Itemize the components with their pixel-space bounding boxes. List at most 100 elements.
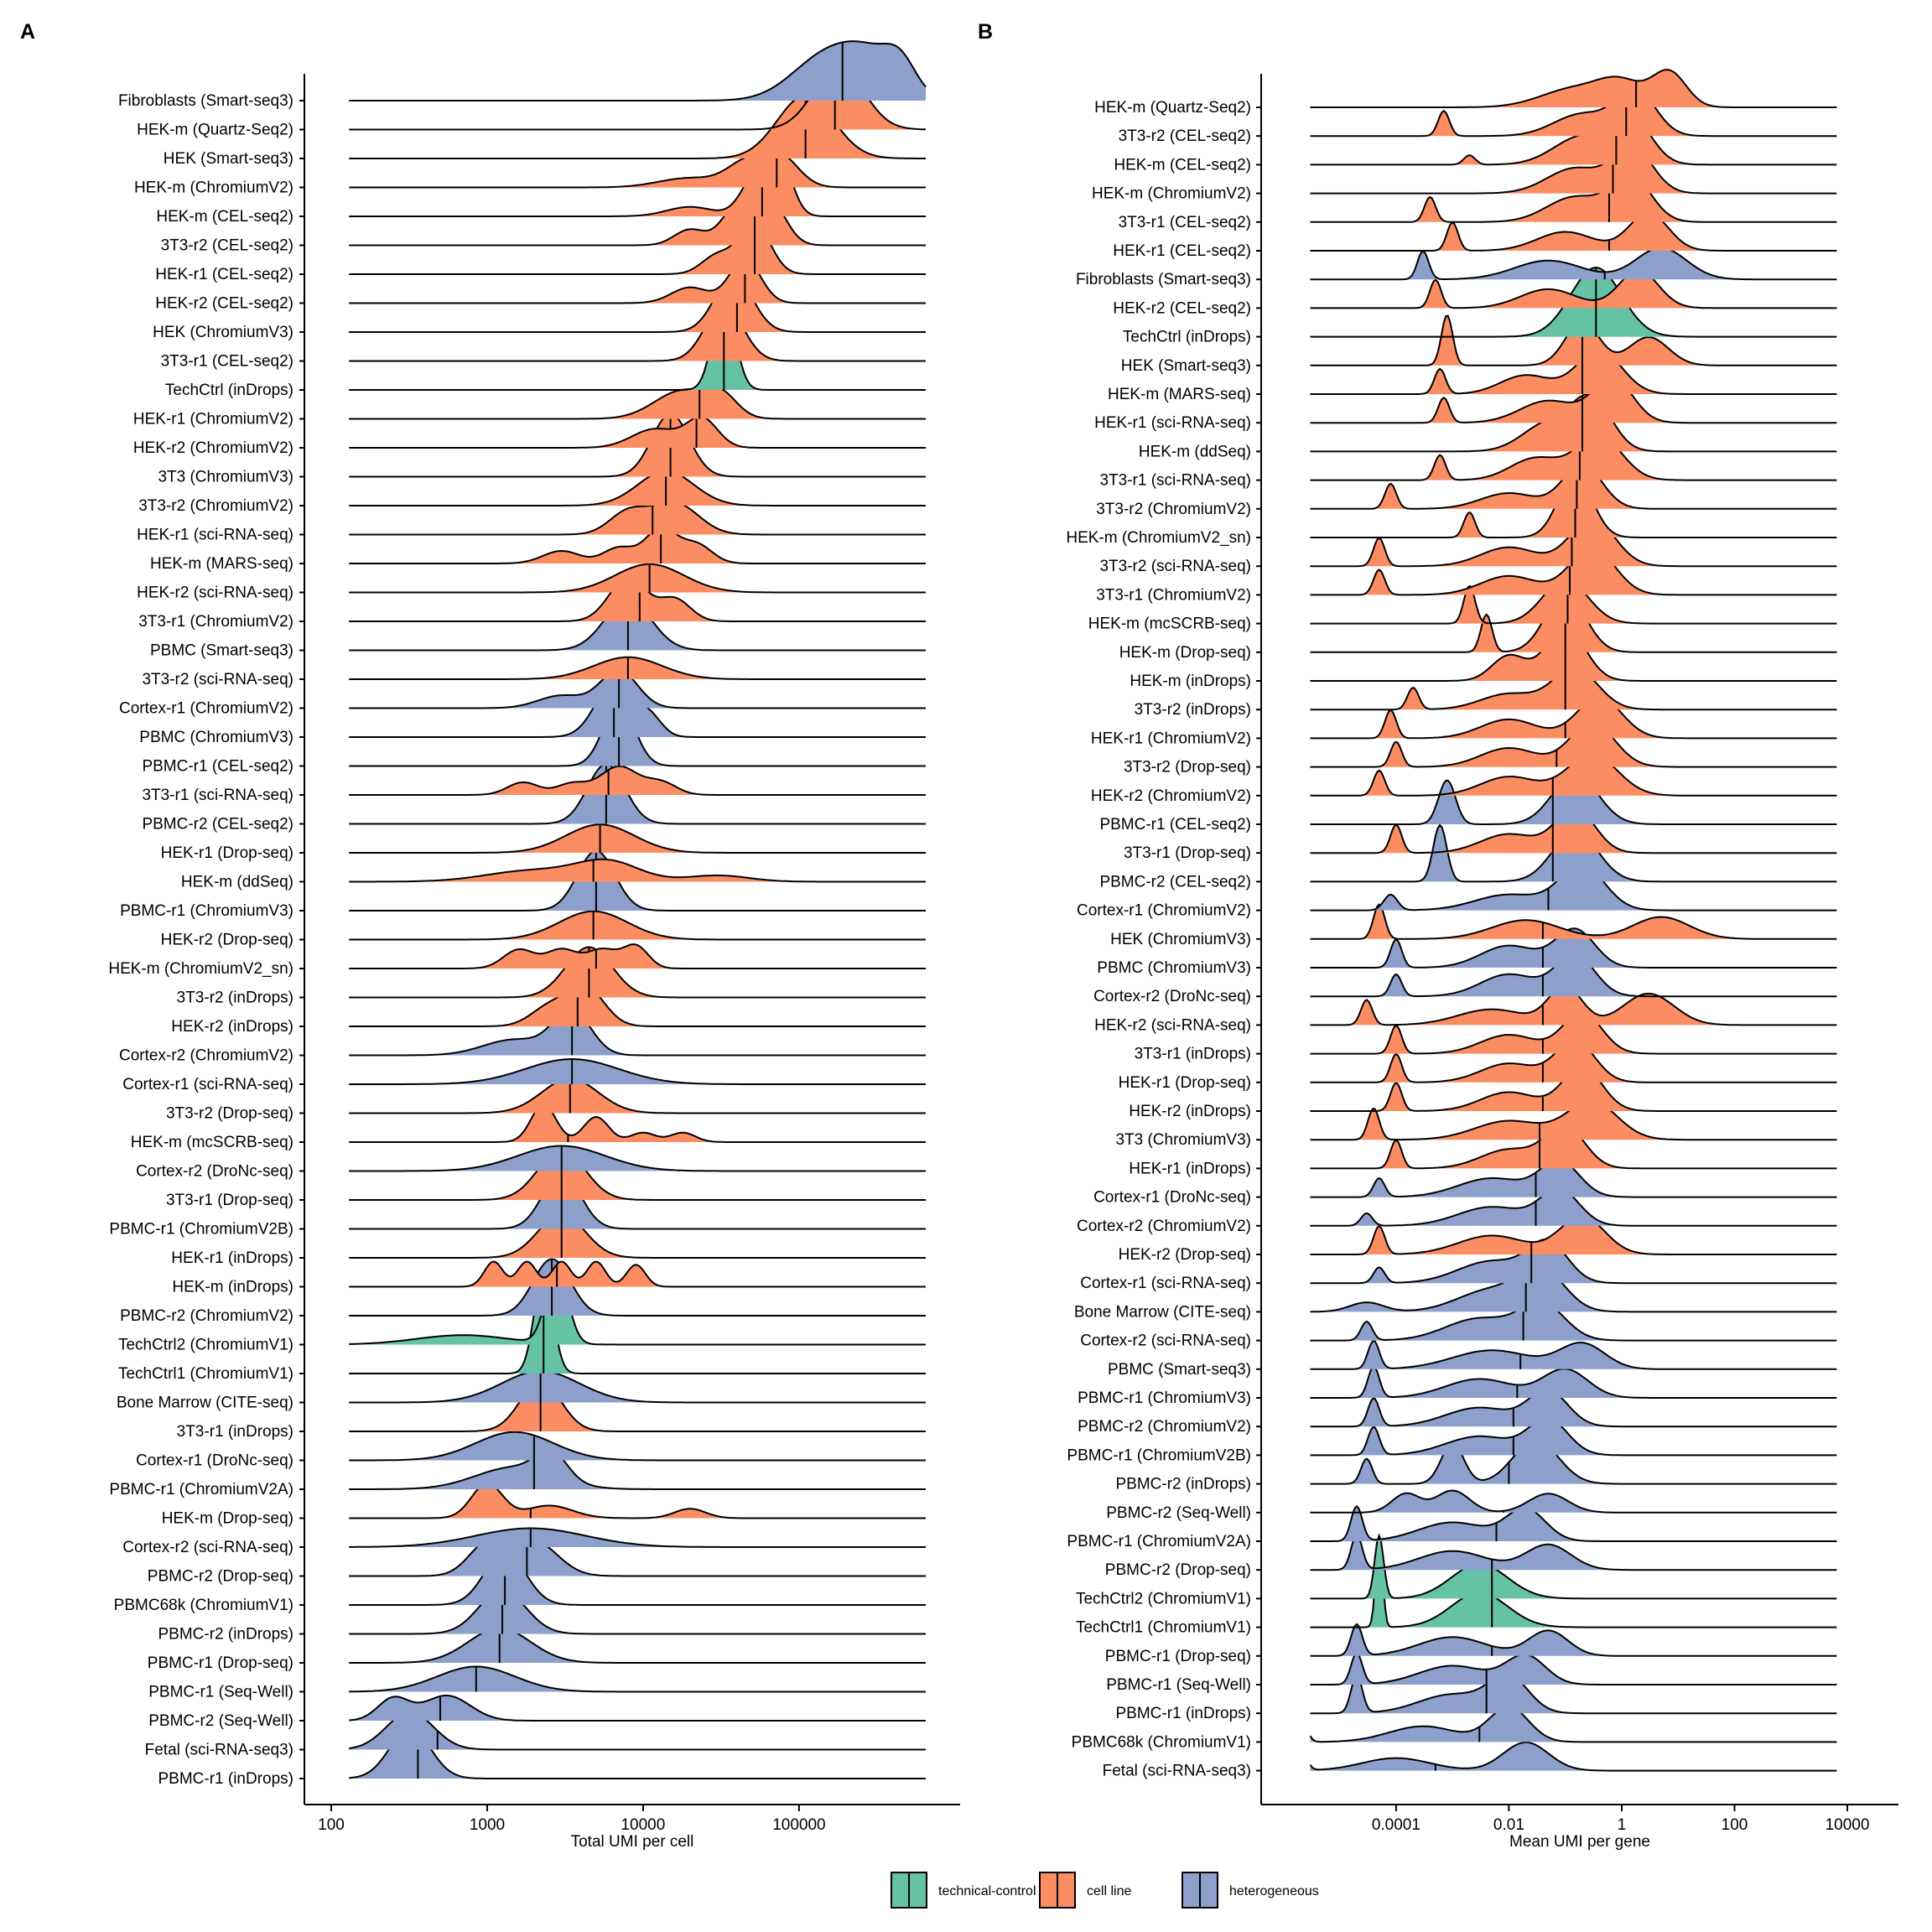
legend-item-heterogeneous: heterogeneous (1182, 1872, 1319, 1909)
panel-b-ridge-cortex-r2-sci-rna-seq (1310, 1301, 1837, 1342)
panel-b-ridge-fill (1310, 70, 1837, 107)
legend-item-technical-control: technical-control (891, 1872, 1036, 1909)
panel-b-ridge-fill (1310, 547, 1837, 595)
panel-b-ridge-outline (1310, 173, 1837, 223)
panel-a-ridge-pbmc-r2-seq-well (349, 1694, 926, 1722)
panel-a-row-label: 3T3-r2 (sci-RNA-seq) (142, 671, 293, 688)
panel-b-ridge-fill (1310, 1706, 1837, 1742)
panel-b-ridge-fill (1310, 579, 1837, 624)
panel-a-row-label: PBMC (ChromiumV3) (139, 729, 293, 746)
panel-a-ridge-fill (349, 1431, 926, 1461)
panel-a-row-label: Bone Marrow (CITE-seq) (117, 1394, 293, 1412)
panel-a-ridge-outline (349, 526, 926, 564)
panel-b-ridge-fill (1310, 247, 1837, 280)
panel-b-row-label: HEK-r1 (sci-RNA-seq) (1094, 414, 1251, 432)
panel-a: A PBMC-r1 (inDrops)Fetal (sci-RNA-seq3)P… (20, 20, 960, 1851)
panel-b-ridge-fill (1310, 1506, 1837, 1541)
panel-b-ridge-fill (1310, 212, 1837, 251)
panel-b-ridge-fill (1310, 697, 1837, 739)
panel-a-ridge-hek-r2-cel-seq2 (349, 257, 926, 304)
panel-b-ridge-outline (1310, 1388, 1837, 1428)
panel-a-row-label: TechCtrl (inDrops) (165, 382, 293, 399)
panel-b-letter: B (978, 20, 993, 44)
panel-a-ridge-fill (349, 1059, 926, 1084)
panel-b-ridge-outline (1310, 112, 1837, 166)
panel-b-ridge-fill (1310, 1742, 1837, 1771)
panel-b-ridge-fill (1310, 1440, 1837, 1484)
panel-b-ridge-pbmc-r1-drop-seq (1310, 1623, 1837, 1657)
panel-a-ridge-hek-r1-cel-seq2 (349, 221, 926, 275)
panel-b-ridge-fill (1310, 350, 1837, 394)
panel-b-ridge-fill (1310, 434, 1837, 480)
panel-a-ridge-outline (349, 765, 926, 796)
panel-a-row-label: PBMC-r2 (ChromiumV2) (120, 1307, 293, 1325)
panel-b-row-label: 3T3-r1 (sci-RNA-seq) (1099, 472, 1251, 490)
panel-b-row-label: Cortex-r1 (DroNc-seq) (1093, 1189, 1251, 1207)
panel-a-ridge-outline (349, 149, 926, 189)
panel-b-ridge-fill (1310, 1623, 1837, 1656)
panel-b-ridge-outline (1310, 349, 1837, 395)
panel-a-ridge-outline (349, 314, 926, 391)
panel-a-row-label: PBMC-r1 (Seq-Well) (148, 1684, 293, 1701)
panel-a-ridge-hek-r2-sci-rna-seq (349, 563, 926, 594)
panel-a-ridge-outline (349, 1148, 926, 1201)
panel-a-ridge-cortex-r2-dronc-seq (349, 1145, 926, 1172)
panel-a-ridge-fill (349, 1008, 926, 1056)
panel-a-row-label: 3T3-r1 (CEL-seq2) (161, 353, 293, 371)
panel-a-ridge-fill (349, 1371, 926, 1403)
panel-b-ridge-fill (1310, 754, 1837, 796)
panel-b-ridge-fill (1310, 464, 1837, 509)
panel-b-ridge-outline (1310, 247, 1837, 281)
panel-b-ridge-fill (1310, 774, 1837, 824)
panel-b-ridge-pbmc-r1-chromiumv3 (1310, 1365, 1837, 1399)
panel-b-ridge-fill (1310, 1066, 1837, 1111)
panel-a-ridge-fill (349, 824, 926, 853)
panel-a-ridge-fill (349, 222, 926, 274)
panel-b-ridge-outline (1310, 376, 1837, 424)
panel-b-ridge-fill (1310, 315, 1837, 366)
panel-a-ridge-fill (349, 1145, 926, 1171)
panel-a-ridge-fill (349, 703, 926, 766)
panel-a-ridge-outline (349, 413, 926, 478)
panel-b-ridge-outline (1310, 1550, 1837, 1628)
panel-b-ridge-fill (1310, 518, 1837, 567)
panel-a-row-label: 3T3-r1 (sci-RNA-seq) (142, 787, 293, 804)
panel-b-ridge-outline (1310, 1489, 1837, 1514)
panel-a-row-label: Cortex-r1 (DroNc-seq) (136, 1452, 293, 1470)
panel-a-ridge-pbmc-r1-drop-seq (349, 1627, 926, 1664)
panel-b-ridge-pbmc-r1-seq-well (1310, 1651, 1837, 1685)
panel-a-row-label: HEK-r2 (Drop-seq) (161, 932, 293, 949)
panel-a-row-label: HEK-r1 (ChromiumV2) (133, 411, 293, 428)
panel-a-ridge-outline (349, 1588, 926, 1635)
panel-a-ridge-3t3-r1-indrops (349, 1379, 926, 1432)
panel-b-row-label: PBMC68k (ChromiumV1) (1072, 1733, 1251, 1751)
panel-a-ridge-outline (349, 1258, 926, 1317)
panel-b-row-label: 3T3-r1 (Drop-seq) (1124, 844, 1251, 862)
panel-b-ridge-outline (1310, 1339, 1837, 1370)
panel-a-row-label: TechCtrl2 (ChromiumV1) (118, 1337, 293, 1354)
panel-a-ridge-outline (349, 849, 926, 911)
panel-b-row-label: 3T3-r2 (Drop-seq) (1124, 759, 1251, 776)
panel-a-ridge-outline (349, 1538, 926, 1577)
panel-b-ridge-fill (1310, 1239, 1837, 1284)
panel-a-ridge-outline (349, 1627, 926, 1664)
panel-b-row-label: HEK-m (ChromiumV2) (1092, 185, 1251, 203)
panel-a-ridge-outline (349, 1007, 926, 1057)
panel-b-row-label: HEK-r2 (Drop-seq) (1119, 1246, 1251, 1264)
panel-b-x-axis-title: Mean UMI per gene (1509, 1833, 1650, 1851)
panel-a-row-label: Cortex-r1 (sci-RNA-seq) (122, 1076, 293, 1093)
panel-a-x-tick-label: 100 (318, 1816, 345, 1834)
panel-a-ridge-fill (349, 314, 926, 390)
panel-a-row-label: Cortex-r2 (sci-RNA-seq) (122, 1539, 293, 1556)
panel-b-row-label: HEK-m (Quartz-Seq2) (1094, 99, 1251, 117)
panel-b-ridge-outline (1310, 696, 1837, 740)
panel-a-ridge-outline (349, 143, 926, 217)
panel-a-row-label: Fibroblasts (Smart-seq3) (118, 92, 293, 110)
panel-b-x-tick-label: 1 (1618, 1816, 1627, 1834)
panel-a-ridge-outline (349, 943, 926, 969)
panel-a-ridge-cortex-r1-dronc-seq (349, 1431, 926, 1462)
panel-a-ridge-outline (349, 858, 926, 883)
panel-a-row-label: Cortex-r1 (ChromiumV2) (119, 700, 293, 718)
panel-b-row-label: HEK-r2 (sci-RNA-seq) (1094, 1016, 1251, 1034)
panel-a-ridge-fill (349, 1381, 926, 1431)
